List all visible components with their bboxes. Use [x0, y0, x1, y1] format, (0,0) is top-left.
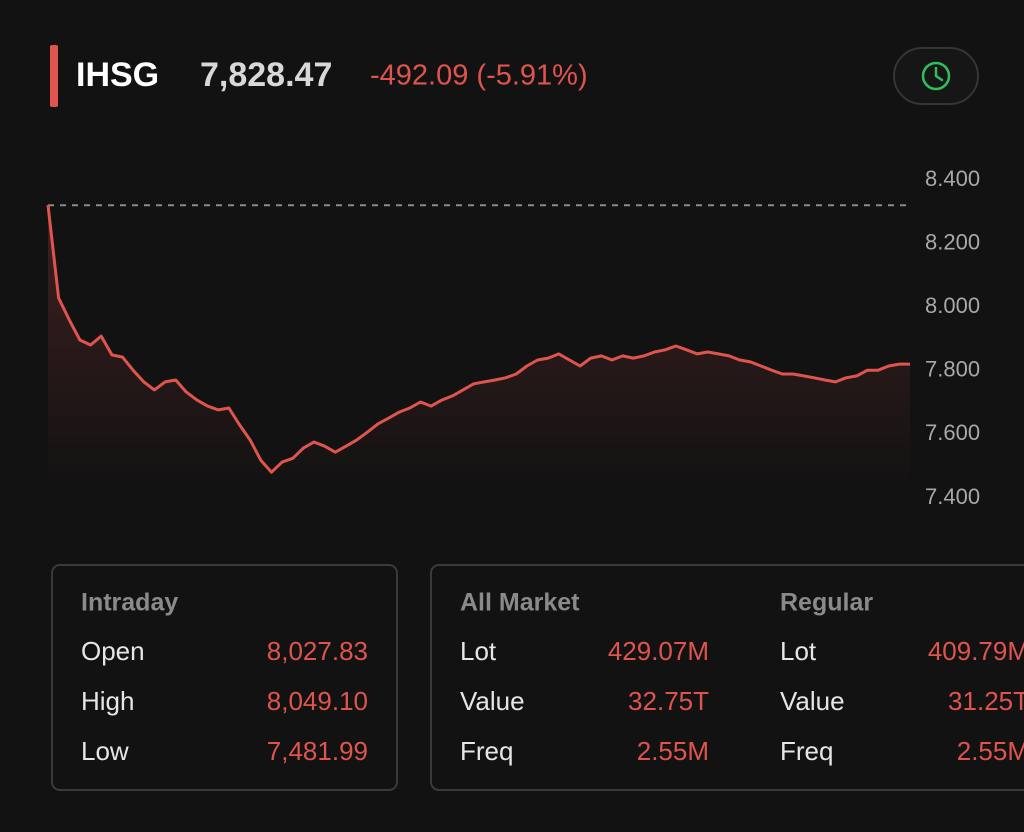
history-button[interactable] — [893, 47, 979, 105]
row-value: 2.55M — [637, 736, 709, 766]
row-label: Freq — [460, 736, 513, 766]
area — [48, 205, 910, 490]
row-label: Value — [460, 686, 525, 716]
volume-panel — [430, 564, 1024, 791]
intraday-panel — [51, 564, 398, 791]
y-tick-label: 7.400 — [925, 484, 980, 509]
y-tick-label: 8.000 — [925, 293, 980, 318]
panel-title: All Market — [460, 589, 580, 617]
row-value: 31.25T — [948, 686, 1024, 716]
price-line — [46, 204, 910, 474]
row-value: 2.55M — [957, 736, 1024, 766]
row-value: 409.79M — [928, 636, 1024, 666]
row-label: Lot — [780, 636, 817, 666]
accent-bar — [50, 45, 58, 107]
row-label: Lot — [460, 636, 497, 666]
row-label: Low — [81, 736, 129, 766]
row-label: Open — [81, 636, 145, 666]
chart: 7.400 7.600 7.800 8.000 8.200 8.400 — [46, 166, 980, 509]
change: -492.09 (-5.91%) — [370, 60, 588, 92]
price: 7,828.47 — [200, 56, 332, 94]
y-tick-label: 8.200 — [925, 229, 980, 254]
row-value: 8,027.83 — [267, 636, 368, 666]
row-label: High — [81, 686, 134, 716]
row-value: 429.07M — [608, 636, 709, 666]
row-value: 8,049.10 — [267, 686, 368, 716]
row-value: 7,481.99 — [267, 736, 368, 766]
panel-title: Intraday — [81, 589, 178, 617]
y-tick-label: 7.600 — [925, 420, 980, 445]
row-label: Value — [780, 686, 845, 716]
y-tick-label: 7.800 — [925, 357, 980, 382]
symbol: IHSG — [76, 56, 159, 94]
panel-title: Regular — [780, 589, 873, 617]
stats: Intraday Open 8,027.83 High 8,049.10 Low 7,481… — [81, 589, 1024, 766]
clock-hands[interactable] — [934, 66, 944, 82]
row-value: 32.75T — [628, 686, 709, 716]
row-label: Freq — [780, 736, 833, 766]
clock-icon[interactable] — [921, 61, 951, 91]
y-tick-label: 8.400 — [925, 166, 980, 191]
